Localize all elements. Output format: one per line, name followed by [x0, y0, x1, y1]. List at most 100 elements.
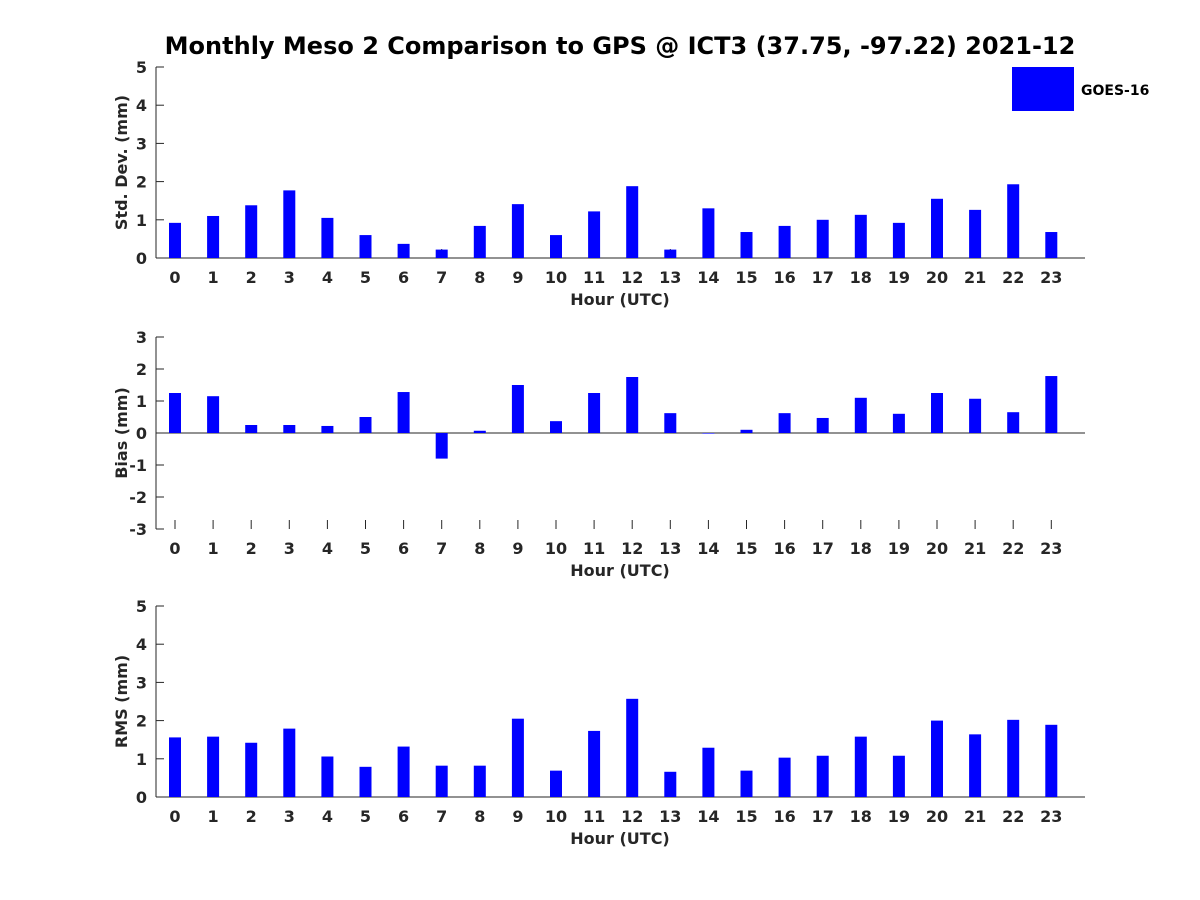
x-tick-label: 5: [360, 268, 371, 287]
x-tick-label: 6: [398, 539, 409, 558]
bar-hour-22: [1007, 719, 1020, 797]
x-tick-label: 15: [735, 807, 757, 826]
bar-hour-13: [664, 413, 677, 433]
x-tick-label: 6: [398, 807, 409, 826]
figure-title: Monthly Meso 2 Comparison to GPS @ ICT3 …: [165, 32, 1076, 60]
y-tick-label: 1: [136, 392, 147, 411]
bar-hour-1: [207, 396, 220, 433]
x-tick-label: 0: [169, 807, 180, 826]
bar-hour-8: [473, 765, 486, 797]
x-tick-label: 16: [773, 539, 795, 558]
x-tick-label: 11: [583, 539, 605, 558]
x-tick-label: 20: [926, 268, 948, 287]
bar-hour-21: [969, 398, 982, 433]
bar-hour-11: [588, 730, 601, 797]
x-tick-label: 10: [545, 268, 567, 287]
y-tick-label: 2: [136, 173, 147, 192]
bar-hour-17: [816, 417, 829, 433]
bar-hour-11: [588, 393, 601, 433]
x-tick-label: 3: [284, 268, 295, 287]
bar-hour-15: [740, 770, 753, 797]
y-axis-label: Std. Dev. (mm): [112, 95, 131, 230]
bar-hour-18: [854, 214, 867, 258]
x-tick-label: 17: [812, 807, 834, 826]
x-tick-label: 5: [360, 539, 371, 558]
bar-hour-14: [702, 208, 715, 258]
y-tick-label: 3: [136, 673, 147, 692]
x-tick-label: 12: [621, 539, 643, 558]
bar-hour-21: [969, 209, 982, 258]
bar-hour-9: [511, 385, 524, 433]
y-tick-label: 1: [136, 750, 147, 769]
y-tick-label: 1: [136, 211, 147, 230]
bar-hour-0: [169, 737, 181, 797]
y-tick-label: 2: [136, 360, 147, 379]
y-tick-label: 5: [136, 58, 147, 77]
x-tick-label: 3: [284, 539, 295, 558]
x-tick-label: 23: [1040, 807, 1062, 826]
x-tick-label: 5: [360, 807, 371, 826]
x-axis-label: Hour (UTC): [570, 561, 670, 580]
bar-hour-19: [892, 413, 905, 433]
legend-swatch-goes-16: [1012, 67, 1074, 111]
x-tick-label: 7: [436, 268, 447, 287]
bar-hour-11: [588, 211, 601, 258]
bar-hour-0: [169, 222, 181, 258]
x-tick-label: 20: [926, 539, 948, 558]
x-tick-label: 4: [322, 807, 333, 826]
y-tick-label: 0: [136, 249, 147, 268]
bar-hour-1: [207, 736, 220, 797]
x-tick-label: 13: [659, 268, 681, 287]
x-tick-label: 2: [246, 807, 257, 826]
bar-hour-15: [740, 429, 753, 433]
bar-hour-9: [511, 718, 524, 797]
bar-hour-2: [245, 205, 258, 258]
bar-hour-22: [1007, 184, 1020, 258]
x-tick-label: 18: [850, 807, 872, 826]
y-tick-label: 0: [136, 788, 147, 807]
y-tick-label: -2: [129, 488, 147, 507]
bar-hour-7: [435, 765, 448, 797]
bar-hour-8: [473, 225, 486, 258]
bar-hour-3: [283, 728, 296, 797]
bar-hour-2: [245, 425, 258, 433]
x-tick-label: 20: [926, 807, 948, 826]
bar-hour-16: [778, 225, 791, 258]
bar-hour-12: [626, 186, 639, 258]
y-tick-label: 3: [136, 328, 147, 347]
x-tick-label: 17: [812, 268, 834, 287]
x-tick-label: 0: [169, 539, 180, 558]
bar-hour-10: [550, 421, 562, 433]
x-tick-label: 12: [621, 268, 643, 287]
bar-hour-16: [778, 757, 791, 797]
x-tick-label: 22: [1002, 807, 1024, 826]
x-tick-label: 7: [436, 539, 447, 558]
x-tick-label: 19: [888, 807, 910, 826]
bar-hour-23: [1045, 232, 1058, 258]
bar-hour-12: [626, 698, 639, 797]
bar-hour-2: [245, 742, 258, 797]
x-tick-label: 15: [735, 268, 757, 287]
bar-hour-17: [816, 755, 829, 797]
x-tick-label: 9: [512, 539, 523, 558]
y-tick-label: 3: [136, 134, 147, 153]
y-tick-label: 0: [136, 424, 147, 443]
x-tick-label: 14: [697, 268, 719, 287]
bar-hour-19: [892, 222, 905, 258]
x-axis-label: Hour (UTC): [570, 290, 670, 309]
bar-hour-23: [1045, 724, 1058, 797]
x-tick-label: 13: [659, 539, 681, 558]
bar-hour-14: [702, 747, 715, 797]
bar-hour-3: [283, 190, 296, 258]
x-tick-label: 15: [735, 539, 757, 558]
x-tick-label: 21: [964, 807, 986, 826]
bar-hour-3: [283, 425, 296, 433]
bar-hour-1: [207, 215, 220, 258]
x-tick-label: 13: [659, 807, 681, 826]
x-tick-label: 2: [246, 539, 257, 558]
bar-hour-18: [854, 736, 867, 797]
bar-hour-6: [397, 746, 410, 797]
y-axis-label: Bias (mm): [112, 387, 131, 479]
bar-hour-8: [473, 430, 486, 433]
